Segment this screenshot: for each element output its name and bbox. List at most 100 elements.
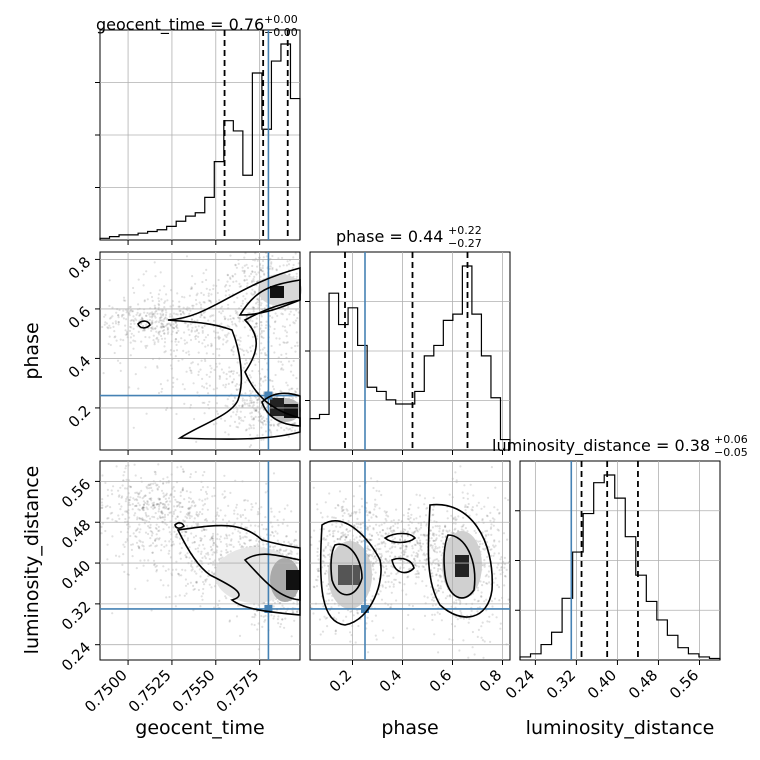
scatter-point [331,516,334,519]
scatter-point [111,493,114,496]
scatter-point [158,319,161,322]
scatter-point [290,543,293,547]
scatter-point [112,485,115,488]
scatter-point [239,347,242,350]
scatter-point [251,344,254,347]
scatter-point [388,547,391,550]
scatter-point [152,334,155,337]
scatter-point [192,584,195,588]
scatter-point [432,599,435,602]
scatter-point [432,596,435,599]
scatter-point [254,384,257,387]
scatter-point [382,541,385,544]
scatter-point [327,542,330,545]
scatter-point [144,531,148,534]
scatter-point [153,503,156,507]
scatter-point [372,552,375,555]
scatter-point [373,555,377,559]
scatter-point [130,332,133,335]
scatter-point [242,320,245,323]
scatter-point [329,545,332,548]
scatter-point [370,534,373,537]
scatter-point [152,312,155,316]
scatter-point [327,592,331,595]
scatter-point [190,371,193,375]
scatter-point [260,270,263,273]
scatter-point [146,500,149,503]
scatter-point [486,582,489,585]
scatter-point [316,575,320,578]
scatter-point [378,490,381,493]
scatter-point [486,529,489,533]
scatter-point [287,552,290,555]
scatter-point [243,535,247,538]
scatter-point [179,494,182,497]
scatter-point [155,564,158,567]
scatter-point [150,321,153,324]
scatter-point [272,605,275,608]
scatter-point [496,528,499,531]
scatter-point [200,291,203,295]
scatter-point [232,317,236,320]
scatter-point [407,524,410,527]
scatter-point [107,517,110,520]
scatter-point [276,423,279,426]
scatter-point [328,553,331,556]
scatter-point [405,545,408,548]
scatter-point [412,531,415,534]
scatter-point [177,305,180,308]
scatter-point [279,549,282,552]
scatter-point [128,516,131,519]
scatter-point [167,526,171,529]
scatter-point [228,325,231,328]
scatter-point [237,316,240,319]
scatter-point [219,327,222,330]
scatter-point [329,549,333,552]
scatter-point [122,309,125,312]
scatter-point [366,545,369,548]
scatter-point [405,545,408,548]
svg-text:+0.22: +0.22 [448,224,482,237]
scatter-point [290,510,293,513]
scatter-point [265,324,268,327]
scatter-point [194,504,197,507]
scatter-point [233,397,237,400]
scatter-point [129,496,132,499]
scatter-point [241,397,244,400]
scatter-point [262,423,265,426]
scatter-point [154,545,157,548]
scatter-point [195,565,198,568]
scatter-point [203,338,206,342]
scatter-point [235,280,238,283]
scatter-point [194,337,197,341]
scatter-point [196,524,199,527]
scatter-point [253,409,256,412]
scatter-point [496,584,499,587]
scatter-point [212,388,215,391]
scatter-point [290,387,293,390]
scatter-point [329,548,332,551]
scatter-point [424,554,427,557]
scatter-point [119,508,122,511]
scatter-point [399,546,402,550]
scatter-point [128,498,131,501]
scatter-point [149,291,152,295]
scatter-point [149,497,152,500]
scatter-point [458,649,461,652]
scatter-point [145,502,149,505]
scatter-point [128,499,131,502]
scatter-point [276,423,279,426]
scatter-point [277,360,280,363]
scatter-point [396,526,399,529]
scatter-point [332,530,335,533]
scatter-point [276,519,279,522]
scatter-point [190,286,193,289]
scatter-point [387,550,390,553]
scatter-point [415,529,419,532]
scatter-point [292,374,295,377]
scatter-point [249,412,252,415]
scatter-point [360,530,363,533]
scatter-point [340,532,343,535]
scatter-point [240,419,243,422]
scatter-point [212,284,215,287]
